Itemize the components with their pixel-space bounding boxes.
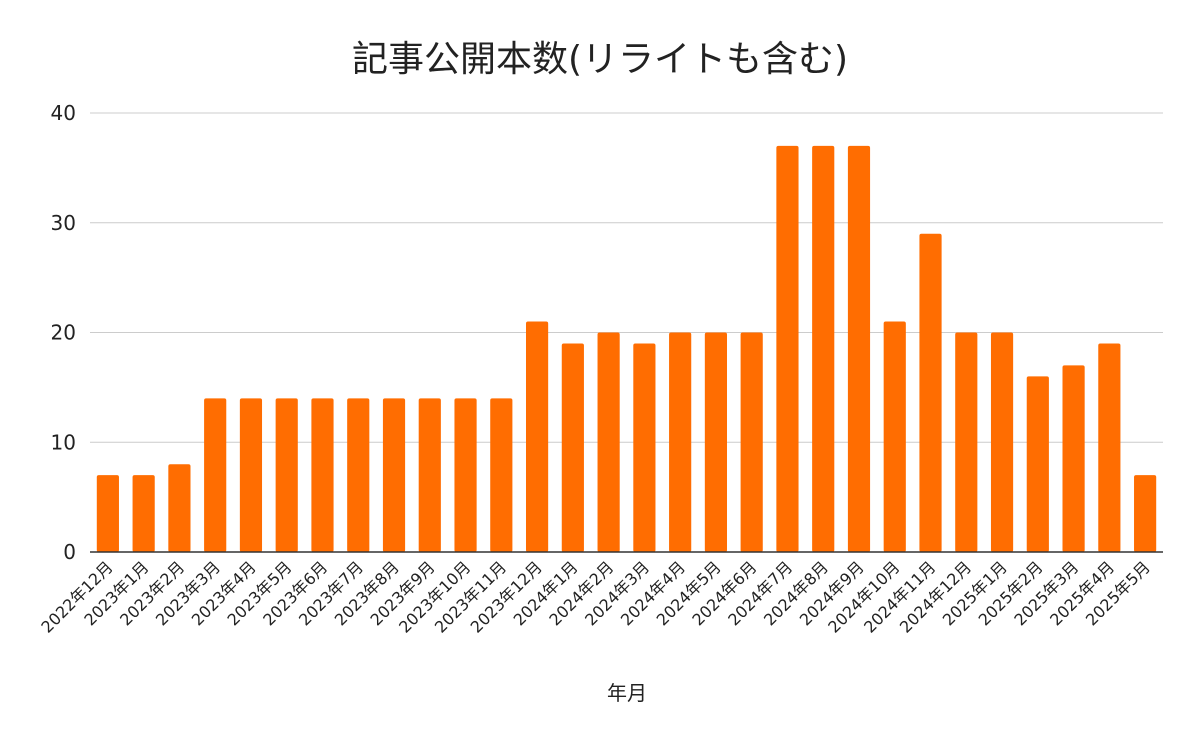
bar-22 [883,321,906,552]
bar-7 [347,398,370,552]
chart-title: 記事公開本数(リライトも含む) [351,39,849,80]
bar-0 [96,475,119,552]
bar-12 [525,321,549,552]
bar-17 [704,332,728,552]
y-tick-label-0: 0 [63,540,76,564]
bar-16 [669,332,692,552]
bar-13 [561,343,584,552]
y-tick-labels: 0 10 20 30 40 [51,101,76,564]
y-tick-label-10: 10 [51,430,76,454]
bar-15 [633,343,656,552]
bars [96,145,1157,553]
bar-2 [168,464,191,552]
bar-29 [1134,475,1157,552]
bar-26 [1026,376,1049,552]
bar-6 [311,398,334,552]
bar-1 [132,475,155,552]
bar-28 [1098,343,1121,552]
bar-11 [490,398,513,552]
bar-4 [239,398,263,552]
bar-8 [382,398,406,552]
bar-9 [418,398,441,552]
bar-14 [597,332,620,552]
bar-21 [847,145,871,553]
bar-25 [990,332,1014,552]
bar-3 [204,398,227,552]
bar-18 [740,332,763,552]
bar-24 [955,332,978,552]
y-tick-label-30: 30 [51,211,76,235]
y-tick-label-40: 40 [51,101,76,125]
bar-27 [1062,365,1085,552]
bar-19 [776,145,799,553]
grid-lines [90,112,1163,443]
bar-10 [454,398,477,552]
bar-20 [812,145,835,553]
bar-5 [275,398,298,552]
bar-23 [919,233,942,552]
x-tick-labels: 2022年12月2023年1月2023年2月2023年3月2023年4月2023… [37,557,1153,636]
x-axis-title: 年月 [607,681,647,705]
y-tick-label-20: 20 [51,321,76,345]
